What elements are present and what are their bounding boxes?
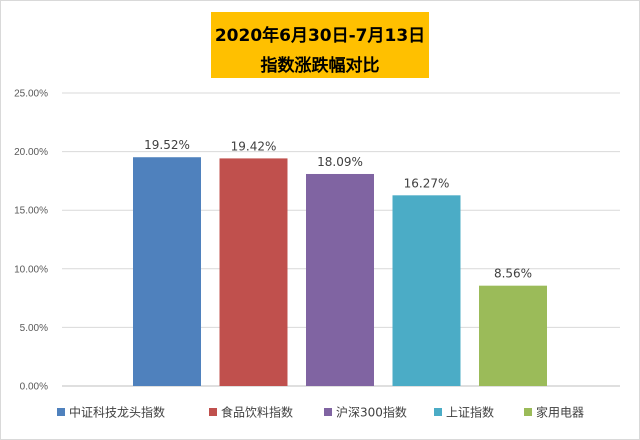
bar [306, 173, 374, 386]
chart-title-box: 2020年6月30日-7月13日 指数涨跌幅对比 [211, 12, 429, 78]
bar [479, 285, 547, 386]
legend-label: 沪深300指数 [336, 405, 407, 420]
chart-title-line2: 指数涨跌幅对比 [260, 56, 380, 76]
legend-label: 中证科技龙头指数 [69, 405, 165, 420]
y-tick-label: 5.00% [20, 323, 48, 334]
data-label: 8.56% [494, 267, 532, 281]
legend-label: 家用电器 [536, 405, 584, 420]
legend-swatch [524, 408, 532, 416]
y-tick-label: 10.00% [14, 264, 48, 275]
y-tick-label: 15.00% [14, 206, 48, 217]
chart-title-line1: 2020年6月30日-7月13日 [214, 26, 426, 46]
data-label: 19.52% [144, 138, 190, 152]
y-tick-label: 25.00% [14, 89, 48, 100]
y-tick-label: 0.00% [20, 382, 48, 393]
y-tick-label: 20.00% [14, 147, 48, 158]
legend-label: 上证指数 [446, 405, 494, 420]
legend-swatch [324, 408, 332, 416]
legend-swatch [434, 408, 442, 416]
bar [133, 157, 201, 386]
bar [392, 195, 461, 386]
data-label: 18.09% [317, 155, 363, 169]
data-label: 19.42% [231, 139, 277, 153]
data-label: 16.27% [404, 176, 450, 190]
legend-swatch [209, 408, 217, 416]
bar [219, 158, 288, 386]
legend-swatch [57, 408, 65, 416]
legend-label: 食品饮料指数 [221, 405, 293, 420]
